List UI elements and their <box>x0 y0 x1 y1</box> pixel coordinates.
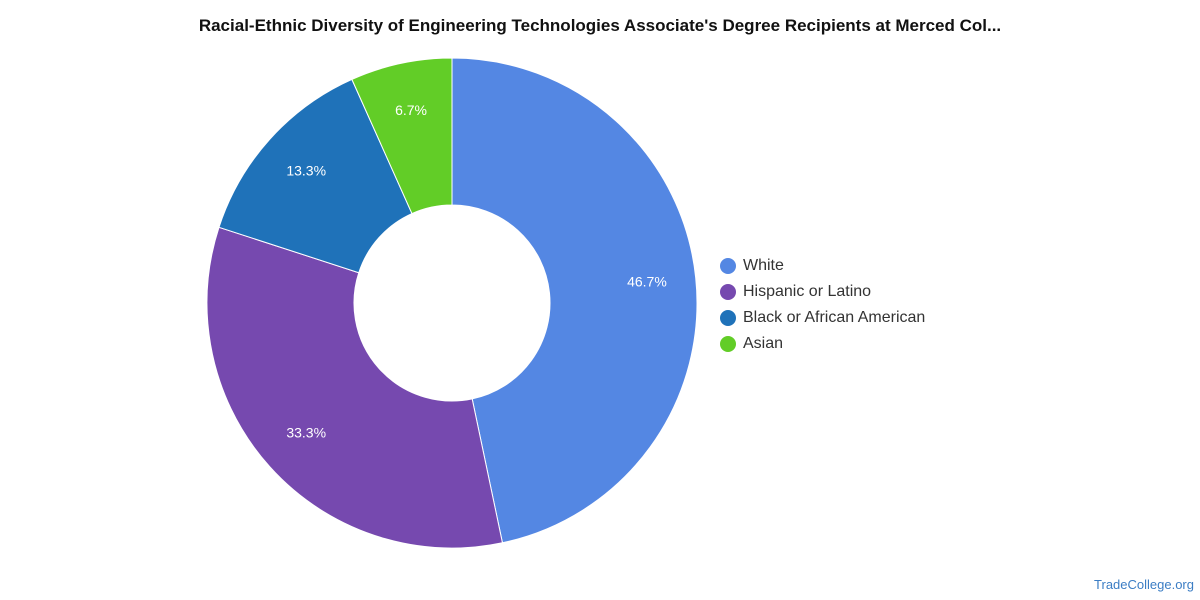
slice-white[interactable] <box>451 57 698 544</box>
legend-label: White <box>743 257 784 274</box>
legend-item-hispanic-or-latino[interactable]: Hispanic or Latino <box>720 279 925 305</box>
legend-label: Black or African American <box>743 309 926 326</box>
slice-label-hispanic-or-latino: 33.3% <box>286 425 326 441</box>
slice-black-or-african-american[interactable] <box>218 78 413 274</box>
legend-label: Hispanic or Latino <box>743 283 872 300</box>
slice-label-white: 46.7% <box>627 273 667 289</box>
legend-item-black-or-african-american[interactable]: Black or African American <box>720 305 925 331</box>
legend-label: Asian <box>743 335 784 352</box>
slice-label-black-or-african-american: 13.3% <box>286 163 326 179</box>
legend-item-white[interactable]: White <box>720 253 925 279</box>
slice-asian[interactable] <box>351 57 453 215</box>
legend-dot-icon <box>720 284 736 300</box>
legend: White Hispanic or Latino Black or African … <box>720 253 925 357</box>
slice-labels-group: 46.7% 33.3% 13.3% 6.7% <box>286 102 666 441</box>
chart-title: Racial-Ethnic Diversity of Engineering T… <box>198 16 1002 35</box>
legend-dot-icon <box>720 310 736 326</box>
slice-hispanic-or-latino[interactable] <box>206 226 504 549</box>
source-link[interactable]: TradeCollege.org <box>1094 577 1194 592</box>
legend-dot-icon <box>720 336 736 352</box>
legend-dot-icon <box>720 258 736 274</box>
slices-group <box>206 57 698 549</box>
legend-item-asian[interactable]: Asian <box>720 331 925 357</box>
slice-label-asian: 6.7% <box>395 102 427 118</box>
